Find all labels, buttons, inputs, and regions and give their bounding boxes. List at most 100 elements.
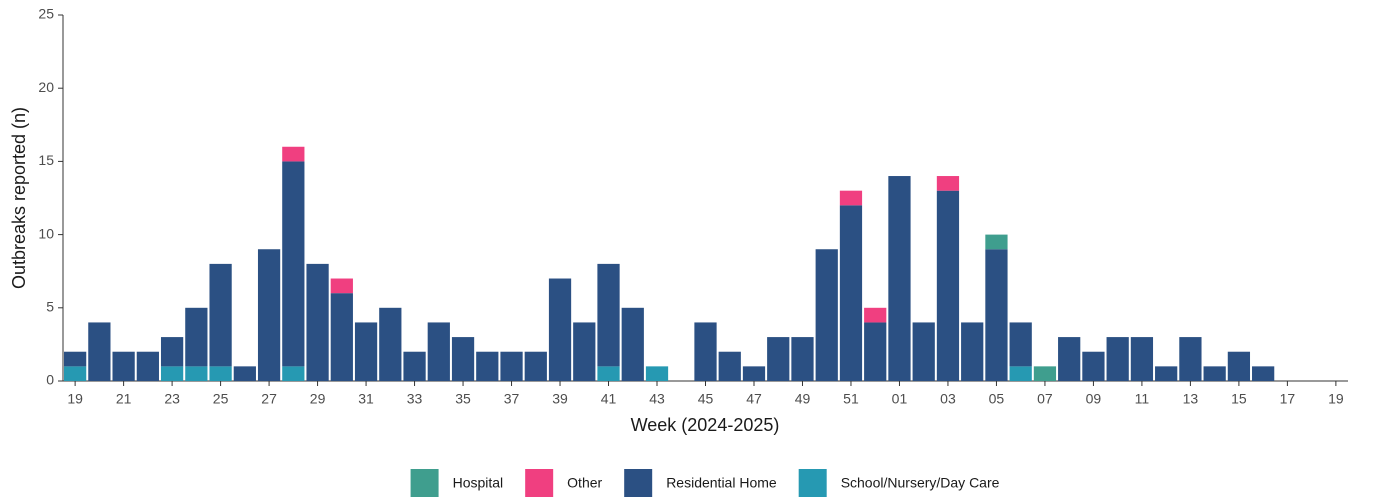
bar-segment <box>1227 351 1251 381</box>
bar-segment <box>209 263 232 367</box>
bar-segment <box>742 366 766 381</box>
bar-segment <box>936 190 960 381</box>
y-tick-label: 15 <box>38 152 54 168</box>
bar-segment <box>233 366 256 381</box>
x-tick-label: 15 <box>1231 391 1247 407</box>
bar-segment <box>185 366 208 381</box>
bar-segment <box>912 322 935 381</box>
bar-segment <box>597 263 620 367</box>
x-tick-label: 19 <box>67 391 83 407</box>
x-tick-label: 27 <box>261 391 277 407</box>
bar-segment <box>160 337 184 367</box>
bar-segment <box>864 307 887 323</box>
bar-segment <box>1155 366 1178 381</box>
bar-segment <box>936 176 960 191</box>
y-tick-label: 25 <box>38 6 54 22</box>
bar-segment <box>64 351 87 367</box>
legend-swatch <box>798 469 827 497</box>
x-tick-label: 17 <box>1280 391 1296 407</box>
bar-segment <box>500 351 523 381</box>
bar-segment <box>282 146 305 162</box>
legend-label: Other <box>567 475 602 491</box>
bar-segment <box>791 337 814 381</box>
bar-segment <box>1033 366 1057 381</box>
bar-segment <box>1082 351 1105 381</box>
y-tick-label: 0 <box>46 372 54 388</box>
bar-segment <box>282 161 305 367</box>
x-tick-label: 11 <box>1135 391 1150 407</box>
bar-segment <box>257 249 281 381</box>
bar-segment <box>597 366 620 381</box>
y-tick-label: 5 <box>46 299 54 315</box>
bar-segment <box>864 322 887 381</box>
x-tick-label: 07 <box>1037 391 1053 407</box>
bar-segment <box>209 366 232 381</box>
x-tick-label: 09 <box>1086 391 1102 407</box>
x-tick-label: 21 <box>116 391 132 407</box>
bar-segment <box>815 249 838 381</box>
bar-segment <box>985 249 1008 381</box>
x-tick-label: 13 <box>1183 391 1199 407</box>
bar-segment <box>985 234 1008 250</box>
x-tick-label: 41 <box>601 391 617 407</box>
legend-label: Residential Home <box>666 475 777 491</box>
bar-segment <box>306 263 329 381</box>
bar-segment <box>330 293 353 381</box>
y-tick-label: 20 <box>38 79 54 95</box>
bar-segment <box>282 366 305 381</box>
bar-segment <box>621 307 644 381</box>
bar-segment <box>888 176 911 381</box>
legend-label: School/Nursery/Day Care <box>841 475 1000 491</box>
x-tick-label: 45 <box>698 391 714 407</box>
legend-swatch <box>624 469 653 497</box>
bar-segment <box>379 307 402 381</box>
bar-segment <box>718 351 741 381</box>
legend-swatch <box>525 469 554 497</box>
x-tick-label: 05 <box>989 391 1005 407</box>
y-tick-label: 10 <box>38 225 54 241</box>
x-tick-label: 29 <box>310 391 326 407</box>
bar-segment <box>548 278 572 381</box>
bar-segment <box>88 322 111 381</box>
legend-swatch <box>410 469 439 497</box>
bar-segment <box>645 366 669 381</box>
bar-segment <box>112 351 135 381</box>
bar-segment <box>160 366 184 381</box>
bar-segment <box>573 322 596 381</box>
x-tick-label: 49 <box>795 391 811 407</box>
bar-segment <box>403 351 426 381</box>
bar-segment <box>1009 366 1032 381</box>
bar-segment <box>136 351 159 381</box>
bar-segment <box>451 337 475 381</box>
x-tick-label: 37 <box>504 391 520 407</box>
legend: Hospital Other Residential Home School/Nurs… <box>410 469 1000 497</box>
bar-segment <box>694 322 717 381</box>
x-tick-label: 51 <box>843 391 859 407</box>
bar-segment <box>330 278 353 294</box>
bar-segment <box>427 322 450 381</box>
bar-segment <box>961 322 984 381</box>
bar-segment <box>1179 337 1202 381</box>
legend-label: Hospital <box>453 475 504 491</box>
bar-segment <box>476 351 499 381</box>
x-tick-label: 47 <box>746 391 762 407</box>
bar-segment <box>767 337 790 381</box>
bar-segment <box>839 190 863 206</box>
bar-segment <box>1009 322 1032 367</box>
x-tick-label: 31 <box>358 391 374 407</box>
x-tick-label: 03 <box>940 391 956 407</box>
x-tick-label: 35 <box>455 391 471 407</box>
bar-segment <box>839 205 863 381</box>
bar-segment <box>185 307 208 367</box>
bar-segment <box>1203 366 1226 381</box>
x-tick-label: 33 <box>407 391 423 407</box>
x-tick-label: 25 <box>213 391 229 407</box>
x-tick-label: 19 <box>1328 391 1344 407</box>
bar-segment <box>1130 337 1154 381</box>
x-tick-label: 23 <box>164 391 180 407</box>
bar-segment <box>1058 337 1081 381</box>
x-tick-label: 43 <box>649 391 665 407</box>
bar-segment <box>64 366 87 381</box>
y-axis-title: Outbreaks reported (n) <box>9 107 29 289</box>
